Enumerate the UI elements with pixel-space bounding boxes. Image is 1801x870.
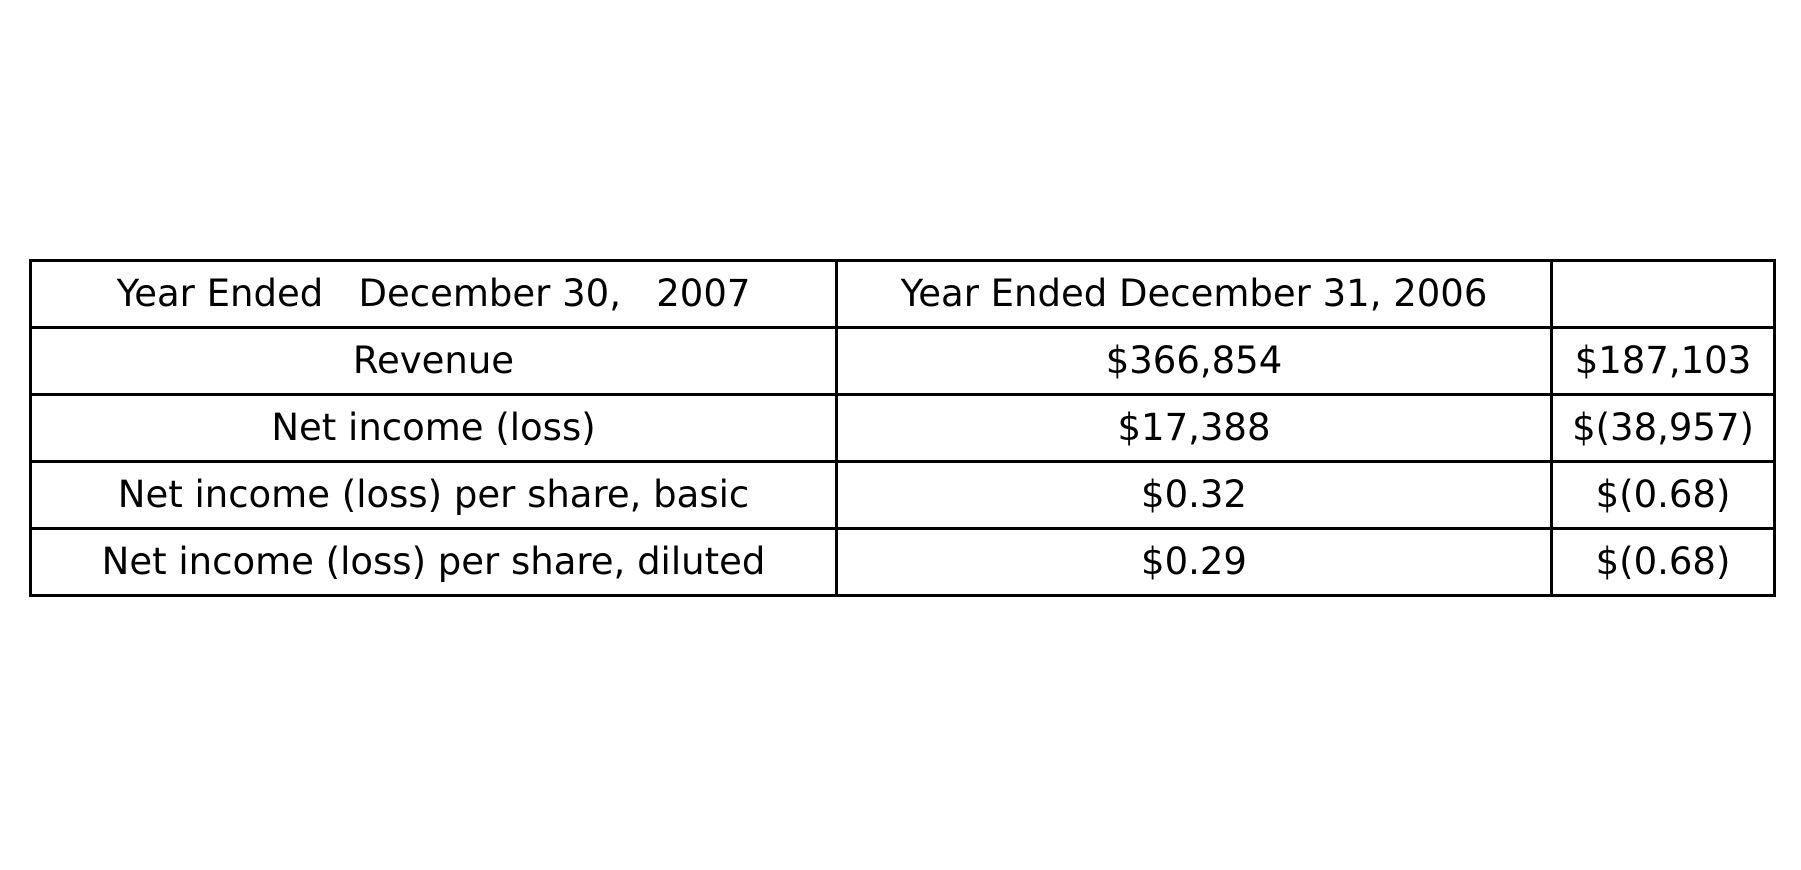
row-value-2007: $0.29	[835, 527, 1553, 597]
table-row-net-income: Net income (loss) $17,388 $(38,957)	[29, 393, 1776, 463]
row-value-2006: $(0.68)	[1550, 527, 1776, 597]
row-label: Revenue	[29, 326, 838, 396]
financial-summary-table: Year Ended December 30, 2007 Year Ended …	[29, 259, 1776, 597]
table-header-row: Year Ended December 30, 2007 Year Ended …	[29, 259, 1776, 329]
table-row-eps-basic: Net income (loss) per share, basic $0.32…	[29, 460, 1776, 530]
row-label: Net income (loss) per share, diluted	[29, 527, 838, 597]
row-value-2006: $(38,957)	[1550, 393, 1776, 463]
row-value-2006: $187,103	[1550, 326, 1776, 396]
table-row-revenue: Revenue $366,854 $187,103	[29, 326, 1776, 396]
header-empty-cell	[1550, 259, 1776, 329]
row-value-2006: $(0.68)	[1550, 460, 1776, 530]
row-value-2007: $17,388	[835, 393, 1553, 463]
header-year-ended-2006: Year Ended December 31, 2006	[835, 259, 1553, 329]
row-value-2007: $0.32	[835, 460, 1553, 530]
row-label: Net income (loss) per share, basic	[29, 460, 838, 530]
row-value-2007: $366,854	[835, 326, 1553, 396]
row-label: Net income (loss)	[29, 393, 838, 463]
table-row-eps-diluted: Net income (loss) per share, diluted $0.…	[29, 527, 1776, 597]
header-year-ended-2007: Year Ended December 30, 2007	[29, 259, 838, 329]
